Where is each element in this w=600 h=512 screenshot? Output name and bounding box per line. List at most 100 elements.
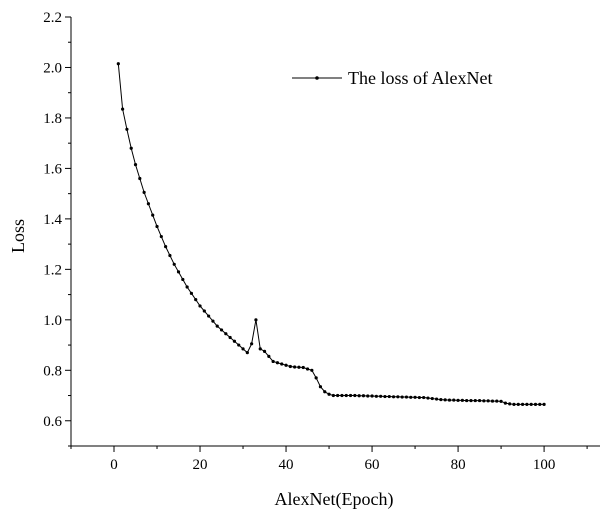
data-point bbox=[525, 402, 529, 406]
data-point bbox=[426, 396, 430, 400]
data-point bbox=[176, 270, 181, 274]
data-point bbox=[258, 347, 262, 351]
data-point bbox=[495, 399, 499, 403]
data-point bbox=[129, 146, 133, 150]
data-point bbox=[417, 395, 421, 400]
data-point bbox=[159, 234, 163, 239]
data-point bbox=[224, 332, 228, 336]
y-axis-ticks: 0.6 0.8 1.0 1.2 1.4 1.6 1.8 2.0 2.2 bbox=[43, 10, 71, 447]
data-point bbox=[237, 343, 241, 347]
y-tick-label: 0.6 bbox=[43, 414, 62, 430]
y-axis-title: Loss bbox=[8, 219, 28, 253]
data-point bbox=[469, 398, 473, 403]
y-tick-label: 2.2 bbox=[43, 10, 62, 26]
data-point bbox=[379, 394, 383, 398]
data-point bbox=[452, 398, 456, 402]
data-point bbox=[301, 365, 305, 370]
data-point bbox=[516, 402, 520, 406]
data-point bbox=[404, 395, 409, 399]
data-point bbox=[396, 395, 400, 399]
x-tick-label: 100 bbox=[533, 457, 556, 473]
data-point bbox=[151, 213, 155, 217]
x-axis-ticks: 0 20 40 60 80 100 bbox=[70, 446, 588, 473]
data-point bbox=[164, 245, 168, 249]
data-point bbox=[430, 396, 434, 401]
data-point bbox=[146, 202, 151, 206]
data-point bbox=[267, 354, 271, 359]
data-point bbox=[155, 224, 159, 229]
data-point bbox=[434, 397, 439, 401]
data-point bbox=[198, 304, 202, 308]
data-point bbox=[305, 367, 310, 371]
data-point bbox=[443, 398, 447, 402]
data-point bbox=[280, 362, 284, 366]
data-point bbox=[189, 291, 194, 295]
y-tick-label: 1.8 bbox=[43, 111, 62, 127]
data-point bbox=[456, 398, 460, 402]
data-point bbox=[207, 314, 211, 318]
data-point bbox=[241, 347, 245, 351]
data-point bbox=[172, 262, 176, 266]
legend-marker bbox=[315, 76, 319, 80]
data-point bbox=[486, 399, 490, 403]
y-tick-label: 1.2 bbox=[43, 262, 62, 278]
data-point bbox=[482, 399, 486, 403]
data-point bbox=[168, 253, 172, 258]
data-point bbox=[142, 190, 146, 194]
data-point bbox=[288, 364, 292, 369]
data-point bbox=[327, 392, 331, 396]
data-point bbox=[323, 390, 327, 394]
data-point bbox=[254, 318, 258, 322]
data-point bbox=[400, 395, 404, 399]
series-line bbox=[117, 63, 545, 405]
y-tick-label: 1.6 bbox=[43, 161, 62, 177]
data-point bbox=[202, 309, 206, 313]
data-point bbox=[366, 394, 370, 398]
x-tick-label: 20 bbox=[193, 457, 208, 473]
data-point bbox=[310, 368, 314, 372]
data-point bbox=[194, 298, 198, 302]
data-point bbox=[250, 342, 254, 346]
data-point bbox=[422, 395, 426, 400]
data-point bbox=[348, 393, 353, 398]
data-point bbox=[353, 393, 357, 398]
data-point bbox=[409, 395, 413, 399]
x-tick-label: 80 bbox=[451, 457, 466, 473]
legend-label: The loss of AlexNet bbox=[348, 68, 492, 88]
data-point bbox=[318, 385, 323, 389]
x-axis-title: AlexNet(Epoch) bbox=[275, 489, 394, 510]
data-point bbox=[465, 398, 469, 403]
data-point bbox=[503, 401, 507, 405]
data-point bbox=[520, 402, 525, 406]
y-tick-label: 1.4 bbox=[43, 212, 62, 228]
data-point bbox=[211, 319, 215, 323]
data-point bbox=[284, 363, 288, 367]
data-point bbox=[508, 402, 512, 406]
data-point bbox=[228, 335, 232, 340]
y-tick-label: 0.8 bbox=[43, 363, 62, 379]
data-point bbox=[293, 365, 297, 369]
y-tick-label: 1.0 bbox=[43, 313, 62, 329]
x-tick-label: 60 bbox=[365, 457, 380, 473]
data-point bbox=[477, 398, 482, 403]
data-point bbox=[232, 339, 237, 343]
data-point bbox=[387, 394, 391, 399]
y-tick-label: 2.0 bbox=[43, 60, 62, 76]
data-point bbox=[133, 163, 138, 167]
data-point bbox=[542, 402, 546, 406]
data-point bbox=[447, 398, 452, 402]
data-point bbox=[460, 398, 464, 402]
legend: The loss of AlexNet bbox=[292, 68, 492, 88]
data-point bbox=[344, 393, 348, 398]
data-point bbox=[374, 394, 378, 398]
data-point bbox=[314, 376, 318, 380]
data-point bbox=[529, 402, 533, 406]
data-point bbox=[262, 349, 267, 353]
data-point bbox=[499, 399, 503, 403]
x-tick-label: 40 bbox=[279, 457, 294, 473]
data-point bbox=[116, 62, 120, 66]
data-point bbox=[181, 277, 185, 282]
data-point bbox=[413, 395, 417, 399]
data-point bbox=[297, 365, 301, 369]
